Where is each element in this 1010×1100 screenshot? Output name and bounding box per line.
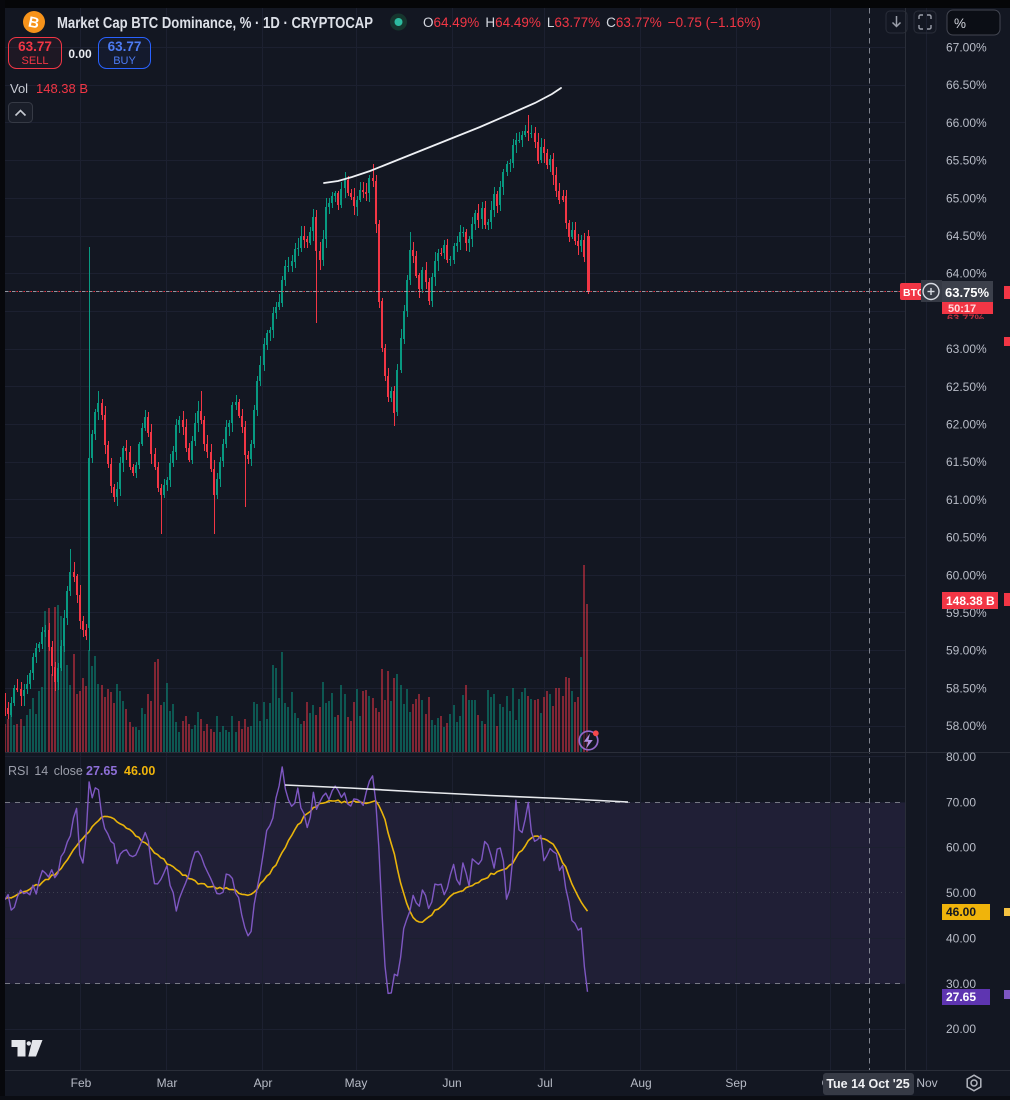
svg-text:Nov: Nov [916, 1076, 937, 1090]
svg-text:59.00%: 59.00% [946, 644, 987, 658]
svg-text:Sep: Sep [725, 1076, 747, 1090]
svg-text:67.00%: 67.00% [946, 41, 987, 55]
svg-text:Vol: Vol [10, 81, 28, 96]
svg-text:0.00: 0.00 [68, 47, 92, 61]
svg-text:27.65: 27.65 [946, 990, 976, 1004]
svg-text:May: May [345, 1076, 368, 1090]
svg-text:63.77: 63.77 [108, 39, 142, 54]
svg-text:50:17: 50:17 [948, 303, 976, 315]
svg-text:59.50%: 59.50% [946, 606, 987, 620]
svg-text:148.38 B: 148.38 B [36, 81, 88, 96]
svg-text:Mar: Mar [157, 1076, 178, 1090]
svg-text:148.38 B: 148.38 B [946, 594, 995, 608]
svg-text:Market Cap BTC Dominance, % ·: Market Cap BTC Dominance, % · 1D · CRYPT… [57, 15, 373, 32]
svg-text:58.50%: 58.50% [946, 681, 987, 695]
svg-text:Aug: Aug [630, 1076, 651, 1090]
svg-text:50.00: 50.00 [946, 886, 976, 900]
svg-text:%: % [954, 16, 966, 31]
svg-text:62.50%: 62.50% [946, 380, 987, 394]
svg-text:63.77: 63.77 [18, 39, 52, 54]
svg-text:61.00%: 61.00% [946, 493, 987, 507]
svg-text:46.00: 46.00 [946, 905, 976, 919]
svg-text:O64.49%H64.49%L63.77%C63.77%−0: O64.49% H64.49% L63.77% C63.77% −0.75 (−1.16… [423, 15, 761, 30]
svg-text:58.00%: 58.00% [946, 719, 987, 733]
svg-text:30.00: 30.00 [946, 977, 976, 991]
svg-text:B: B [27, 14, 41, 33]
svg-text:20.00: 20.00 [946, 1022, 976, 1036]
svg-text:Apr: Apr [254, 1076, 273, 1090]
svg-text:62.00%: 62.00% [946, 418, 987, 432]
svg-text:65.00%: 65.00% [946, 191, 987, 205]
svg-text:80.00: 80.00 [946, 750, 976, 764]
svg-text:Jun: Jun [442, 1076, 461, 1090]
svg-text:60.00%: 60.00% [946, 568, 987, 582]
svg-text:Tue 14 Oct '25: Tue 14 Oct '25 [826, 1077, 909, 1091]
svg-text:RSI 14 close: RSI 14 close [8, 764, 83, 778]
svg-text:65.50%: 65.50% [946, 154, 987, 168]
svg-text:61.50%: 61.50% [946, 455, 987, 469]
svg-text:BTC: BTC [903, 287, 925, 299]
svg-text:63.00%: 63.00% [946, 342, 987, 356]
svg-text:66.00%: 66.00% [946, 116, 987, 130]
svg-text:BUY: BUY [113, 55, 136, 67]
svg-text:70.00: 70.00 [946, 795, 976, 809]
svg-text:63.77%: 63.77% [947, 313, 985, 325]
svg-text:64.50%: 64.50% [946, 229, 987, 243]
svg-text:64.00%: 64.00% [946, 267, 987, 281]
svg-text:60.50%: 60.50% [946, 531, 987, 545]
svg-text:63.75%: 63.75% [945, 285, 990, 300]
svg-text:SELL: SELL [22, 55, 49, 67]
svg-text:66.50%: 66.50% [946, 78, 987, 92]
svg-text:Feb: Feb [71, 1076, 92, 1090]
svg-text:60.00: 60.00 [946, 841, 976, 855]
svg-text:40.00: 40.00 [946, 931, 976, 945]
svg-text:27.65: 27.65 [86, 764, 117, 778]
svg-text:Jul: Jul [537, 1076, 552, 1090]
svg-text:46.00: 46.00 [124, 764, 155, 778]
